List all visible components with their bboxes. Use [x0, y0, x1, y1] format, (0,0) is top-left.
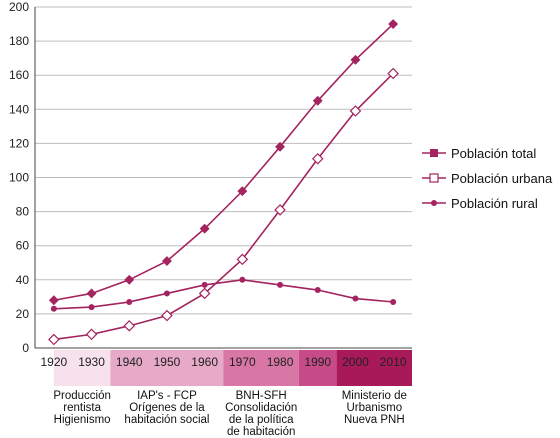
data-point: [50, 305, 57, 312]
series-1: [48, 19, 399, 306]
legend-marker: [429, 173, 439, 183]
period-band: [223, 350, 299, 386]
data-point: [88, 304, 95, 311]
period-label-line: Consolidación: [225, 402, 298, 414]
period-bands: [53, 350, 412, 386]
data-point: [86, 288, 97, 299]
data-point: [236, 253, 249, 266]
data-point: [161, 309, 173, 322]
series-3: [50, 276, 397, 312]
data-point: [85, 328, 98, 341]
y-tick-label: 160: [9, 68, 29, 82]
y-axis-ticks: 0 20 40 60 80 100 120 140 160 180 200: [9, 0, 29, 355]
period-label-line: rentista: [63, 402, 101, 414]
period-label-line: Nueva PNH: [343, 414, 405, 426]
y-tick-label: 120: [9, 136, 29, 150]
data-point: [163, 290, 170, 297]
y-tick-label: 20: [16, 307, 30, 321]
period-label-line: habitación social: [124, 414, 210, 426]
x-tick-label: 1930: [78, 355, 105, 369]
y-tick-label: 100: [9, 171, 29, 185]
y-tick-label: 40: [16, 273, 30, 287]
legend-label: Población urbana: [451, 171, 553, 186]
data-point: [387, 67, 399, 80]
y-tick-label: 60: [16, 239, 30, 253]
data-point: [390, 298, 397, 305]
legend-label: Población rural: [451, 196, 538, 211]
period-label: Producción rentista Higienismo: [22, 390, 142, 426]
period-label: BNH-SFH Consolidación de la política de hab…: [201, 390, 321, 438]
series-line: [53, 278, 394, 310]
period-label-line: Producción: [53, 390, 111, 402]
data-point: [237, 186, 248, 197]
legend-marker: [431, 200, 437, 206]
period-label-line: Higienismo: [53, 414, 111, 426]
period-label-line: Urbanismo: [346, 402, 403, 414]
period-band: [298, 350, 337, 386]
period-label-line: BNH-SFH: [235, 390, 287, 402]
y-tick-label: 0: [22, 341, 29, 355]
period-label-line: Orígenes de la: [129, 402, 205, 414]
period-label: Ministerio de Urbanismo Nueva PNH: [314, 390, 434, 426]
x-tick-label: 1970: [229, 355, 256, 369]
legend-item: Población urbana: [422, 171, 553, 186]
data-point: [311, 152, 324, 165]
data-point: [126, 298, 133, 305]
series-2: [48, 67, 399, 346]
data-point: [123, 320, 136, 332]
x-tick-label: 1980: [267, 355, 294, 369]
x-tick-label: 1990: [304, 355, 331, 369]
legend: Población total Población urbana Población…: [422, 146, 553, 211]
data-point: [277, 281, 284, 288]
period-label: IAP's - FCP Orígenes de la habitación soci…: [107, 390, 227, 426]
legend-label: Población total: [451, 146, 536, 161]
data-point: [124, 274, 135, 285]
y-tick-label: 200: [9, 0, 29, 14]
x-tick-label: 1960: [191, 355, 218, 369]
legend-marker: [430, 149, 438, 157]
x-tick-label: 1940: [116, 355, 143, 369]
data-point: [239, 276, 246, 283]
period-band: [53, 350, 111, 386]
period-band: [110, 350, 224, 386]
x-tick-label: 1920: [40, 355, 67, 369]
data-point: [274, 204, 286, 216]
legend-item: Población rural: [422, 196, 538, 211]
y-tick-label: 80: [16, 205, 30, 219]
period-label-line: de habitación: [226, 426, 296, 438]
data-point: [48, 295, 59, 306]
y-tick-label: 140: [9, 102, 29, 116]
data-point: [48, 333, 60, 346]
data-point: [314, 287, 321, 294]
data-point: [162, 256, 172, 266]
data-point: [349, 105, 362, 117]
period-label-line: IAP's - FCP: [137, 390, 197, 402]
series-line: [53, 72, 394, 341]
data-point: [199, 223, 210, 234]
y-tick-label: 180: [9, 34, 29, 48]
x-axis-ticks: 1920 1930 1940 1950 1960 1970 1980 1990 2000 2010: [40, 355, 406, 369]
data-point: [198, 287, 211, 300]
x-tick-label: 1950: [154, 355, 181, 369]
x-tick-label: 2010: [380, 355, 407, 369]
x-tick-label: 2000: [342, 355, 369, 369]
legend-item: Población total: [422, 146, 536, 161]
data-point: [352, 295, 359, 302]
data-series: [48, 19, 399, 346]
period-label-line: Ministerio de: [341, 390, 407, 402]
series-line: [53, 23, 394, 302]
data-point: [275, 141, 285, 152]
period-band: [336, 350, 412, 386]
period-label-line: de la política: [228, 414, 294, 426]
grid-lines: [34, 6, 412, 349]
data-point: [201, 281, 208, 288]
